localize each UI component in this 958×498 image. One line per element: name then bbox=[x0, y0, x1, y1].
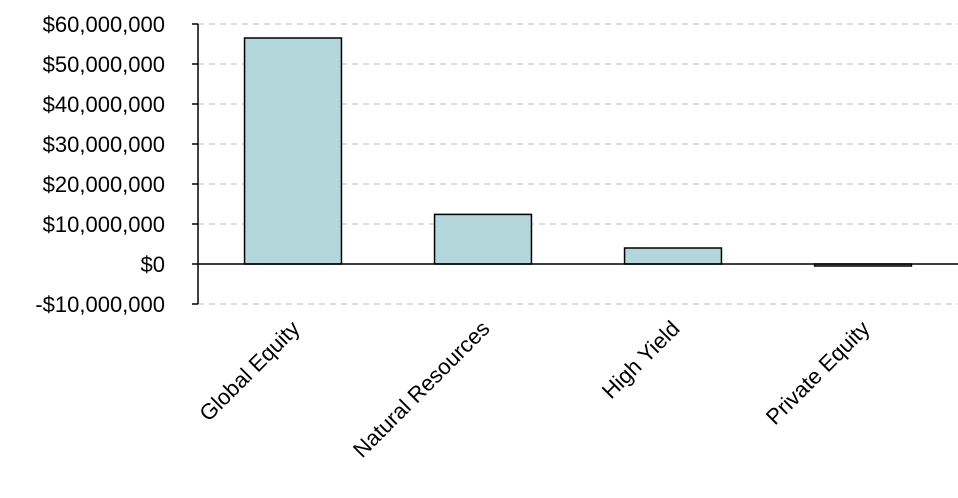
axes bbox=[192, 23, 958, 305]
y-tick-label: -$10,000,000 bbox=[35, 292, 165, 317]
bar-global-equity bbox=[243, 37, 343, 265]
y-tick-label: $30,000,000 bbox=[43, 132, 165, 157]
y-tick-label: $40,000,000 bbox=[43, 92, 165, 117]
x-axis-category-labels: Global Equity Natural Resources High Yield… bbox=[194, 316, 874, 463]
x-category-label: Natural Resources bbox=[348, 316, 495, 463]
x-category-label: Private Equity bbox=[761, 316, 875, 430]
y-tick-label: $0 bbox=[141, 252, 165, 277]
bars bbox=[243, 37, 913, 267]
bar-natural-resources bbox=[433, 213, 533, 265]
y-tick-label: $50,000,000 bbox=[43, 52, 165, 77]
y-tick-label: $60,000,000 bbox=[43, 12, 165, 37]
y-tick-label: $20,000,000 bbox=[43, 172, 165, 197]
bar-high-yield bbox=[623, 247, 723, 265]
x-category-label: High Yield bbox=[597, 316, 685, 404]
x-category-label: Global Equity bbox=[194, 316, 304, 426]
y-tick-label: $10,000,000 bbox=[43, 212, 165, 237]
y-axis-tick-labels: $60,000,000 $50,000,000 $40,000,000 $30,000… bbox=[35, 12, 165, 317]
